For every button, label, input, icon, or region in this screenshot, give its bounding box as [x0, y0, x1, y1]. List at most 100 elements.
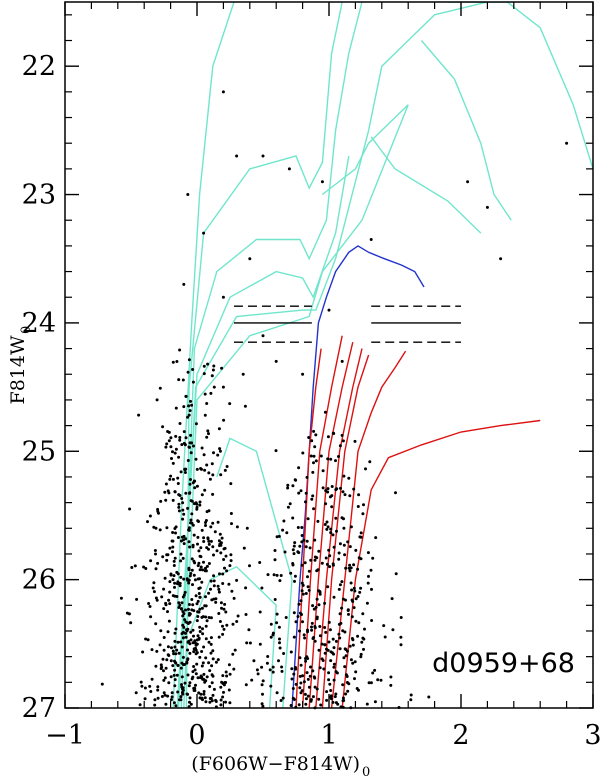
- star-point-blue-plume: [214, 600, 218, 604]
- star-point-red-branch: [349, 525, 353, 529]
- star-point-bright: [499, 257, 503, 261]
- y-axis-title-subscript: 0: [19, 326, 34, 334]
- star-point-red-branch: [310, 628, 314, 632]
- star-point-red-branch: [358, 590, 362, 594]
- star-point-blue-plume: [211, 657, 215, 661]
- star-point-blue-plume: [189, 451, 193, 455]
- star-point-blue-plume: [187, 413, 191, 417]
- star-point-red-branch: [342, 543, 346, 547]
- star-point-blue-plume: [184, 394, 188, 398]
- star-point-bright: [186, 193, 190, 196]
- star-point-red-branch: [299, 599, 303, 603]
- star-point-blue-plume: [203, 488, 207, 492]
- star-point-red-branch: [341, 490, 345, 494]
- star-point-blue-plume: [188, 620, 192, 624]
- star-point-blue-plume: [248, 564, 251, 568]
- star-point-red-branch: [326, 435, 330, 439]
- star-point-red-branch: [286, 486, 290, 490]
- star-point-blue-plume: [222, 558, 226, 561]
- star-point-blue-plume: [183, 590, 187, 594]
- star-point-blue-plume: [225, 465, 229, 468]
- star-point-red-branch: [304, 697, 308, 701]
- star-point-blue-plume: [205, 435, 209, 439]
- star-point-blue-plume: [225, 623, 229, 627]
- star-point-red-branch: [282, 519, 286, 523]
- star-point-red-branch: [266, 655, 270, 658]
- star-point-blue-plume: [183, 681, 187, 685]
- star-point-blue-plume: [200, 650, 204, 653]
- star-point-red-branch: [358, 535, 362, 539]
- star-point-blue-plume: [209, 525, 213, 529]
- star-point-red-branch: [277, 625, 281, 629]
- star-point-blue-plume: [218, 620, 222, 623]
- isochrone-old-17: [308, 342, 354, 708]
- star-point-red-branch: [335, 487, 339, 491]
- star-point-blue-plume: [218, 449, 222, 453]
- star-point-red-branch: [370, 619, 374, 622]
- star-point-red-branch: [379, 678, 383, 682]
- star-point-blue-plume: [171, 664, 175, 668]
- star-point-red-branch: [307, 569, 311, 573]
- x-tick-label: 3: [584, 720, 601, 751]
- star-point-blue-plume: [217, 539, 221, 543]
- star-point-blue-plume: [199, 555, 203, 559]
- star-point-red-branch: [341, 629, 345, 633]
- star-point-blue-plume: [166, 645, 170, 649]
- star-point-blue-plume: [232, 667, 236, 671]
- star-point-red-branch: [352, 606, 356, 610]
- star-point-red-branch: [323, 651, 327, 655]
- star-point-red-branch: [361, 612, 365, 616]
- star-point-blue-plume: [193, 639, 197, 643]
- star-point-red-branch: [335, 671, 339, 675]
- star-point-red-branch: [328, 628, 332, 632]
- star-point-blue-plume: [200, 580, 204, 584]
- star-point-blue-plume: [201, 698, 204, 702]
- star-point-blue-plume: [189, 433, 193, 437]
- star-point-blue-plume: [175, 673, 179, 677]
- star-point-red-branch: [291, 696, 295, 700]
- star-point-blue-plume: [149, 615, 153, 619]
- star-point-blue-plume: [219, 543, 223, 547]
- star-point-blue-plume: [168, 580, 172, 584]
- star-point-red-branch: [330, 485, 334, 488]
- star-point-red-branch: [322, 667, 326, 671]
- star-point-blue-plume: [244, 613, 248, 616]
- star-point-blue-plume: [171, 539, 175, 543]
- star-point-blue-plume: [164, 498, 168, 502]
- star-point-blue-plume: [208, 477, 212, 481]
- star-point-blue-plume: [137, 413, 141, 417]
- star-point-blue-plume: [196, 542, 199, 546]
- star-point-red-branch: [325, 690, 329, 694]
- star-point-red-branch: [318, 625, 322, 628]
- star-point-red-branch: [352, 563, 356, 567]
- star-point-red-branch: [362, 647, 365, 651]
- star-point-blue-plume: [181, 508, 185, 512]
- star-point-red-branch: [306, 694, 310, 698]
- star-point-blue-plume: [154, 567, 158, 571]
- star-point-red-branch: [337, 557, 341, 561]
- star-point-blue-plume: [159, 667, 163, 671]
- star-point-blue-plume: [155, 398, 159, 402]
- star-point-red-branch: [394, 491, 397, 495]
- star-point-blue-plume: [192, 665, 196, 668]
- star-point-red-branch: [304, 500, 307, 504]
- isochrone-young-6: [183, 104, 409, 708]
- star-point-blue-plume: [190, 499, 194, 503]
- star-point-red-branch: [285, 531, 289, 535]
- star-point-blue-plume: [194, 672, 198, 676]
- star-point-red-branch: [304, 592, 308, 595]
- star-point-blue-plume: [197, 592, 201, 595]
- star-point-red-branch: [347, 476, 351, 480]
- star-point-blue-plume: [202, 690, 206, 693]
- star-point-red-branch: [310, 625, 313, 629]
- star-point-blue-plume: [169, 675, 173, 679]
- star-point-blue-plume: [219, 703, 223, 707]
- star-point-red-branch: [349, 658, 353, 662]
- star-point-blue-plume: [172, 673, 176, 677]
- y-axis-title: F814W: [7, 335, 29, 404]
- star-point-red-branch: [359, 586, 363, 590]
- star-point-red-branch: [338, 647, 342, 651]
- star-point-blue-plume: [204, 519, 208, 522]
- star-point-blue-plume: [223, 468, 227, 472]
- star-point-blue-plume: [210, 699, 214, 703]
